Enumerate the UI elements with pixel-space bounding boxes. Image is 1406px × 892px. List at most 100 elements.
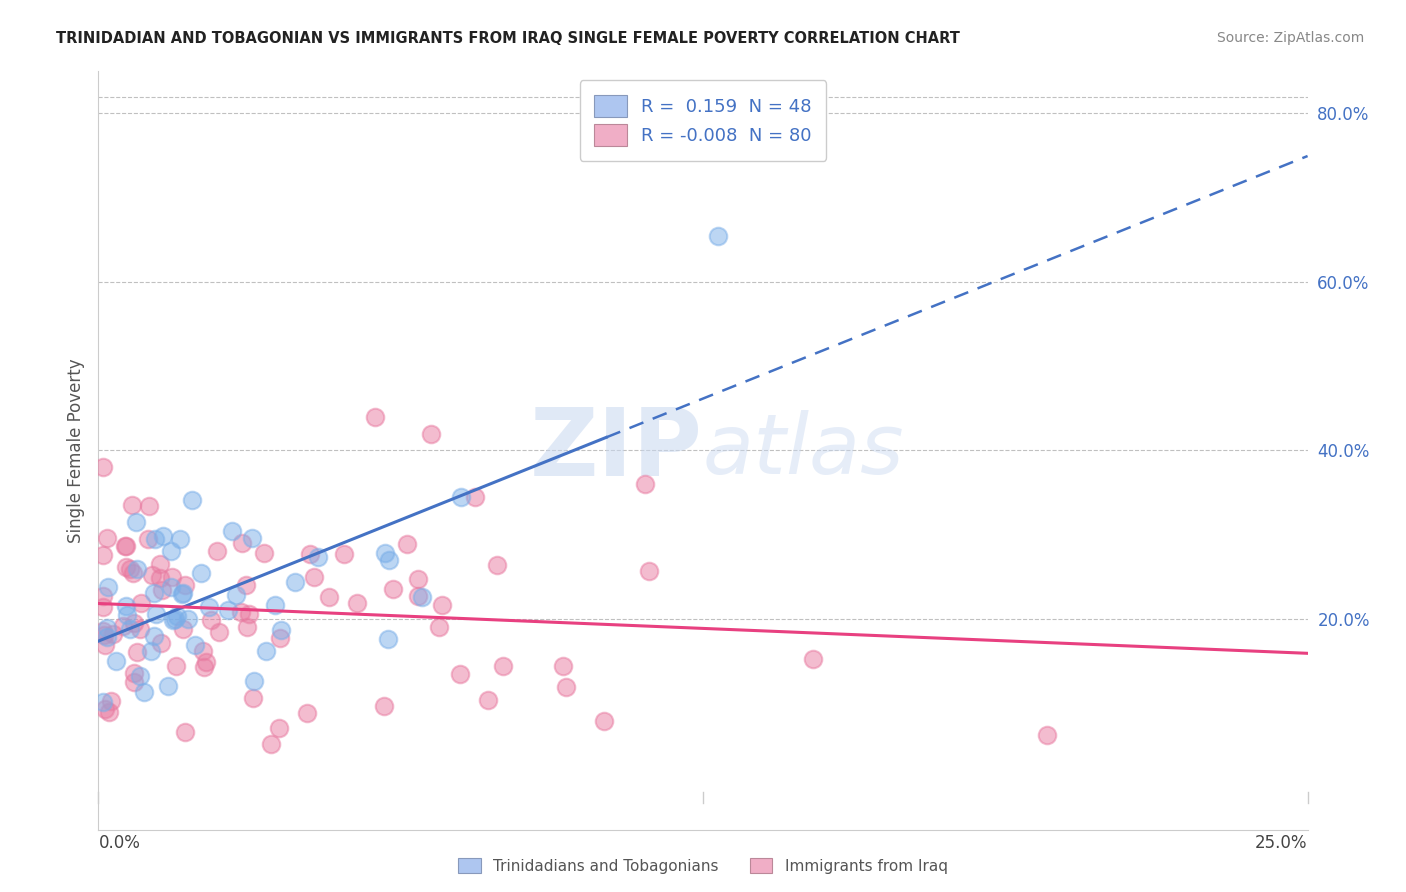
Point [115, 539, 138, 553]
Point [231, 536, 253, 550]
Point [183, 638, 205, 652]
Point [429, 620, 451, 634]
Point [152, 529, 174, 543]
Point [142, 586, 165, 600]
Point [378, 553, 401, 567]
Point [200, 614, 222, 628]
Point [295, 706, 318, 720]
Point [96, 531, 118, 545]
Point [238, 607, 260, 621]
Legend: Trinidadians and Tobagonians, Immigrants from Iraq: Trinidadians and Tobagonians, Immigrants… [453, 852, 953, 880]
Point [193, 644, 215, 658]
Y-axis label: Single Female Poverty: Single Female Poverty [66, 359, 84, 542]
Point [221, 524, 243, 538]
Point [181, 493, 204, 508]
Point [120, 622, 142, 636]
Point [634, 477, 657, 491]
Point [801, 652, 824, 666]
Point [100, 694, 122, 708]
Point [486, 558, 509, 572]
Point [243, 674, 266, 689]
Point [160, 544, 183, 558]
Point [304, 570, 326, 584]
Text: ZIP: ZIP [530, 404, 703, 497]
Legend: R =  0.159  N = 48, R = -0.008  N = 80: R = 0.159 N = 48, R = -0.008 N = 80 [579, 80, 827, 161]
Point [128, 669, 150, 683]
Point [225, 588, 247, 602]
Point [333, 548, 356, 562]
Point [198, 600, 221, 615]
Point [450, 491, 472, 505]
Point [477, 692, 499, 706]
Point [157, 679, 180, 693]
Point [395, 537, 418, 551]
Point [637, 564, 659, 578]
Point [374, 546, 396, 560]
Point [492, 659, 515, 673]
Point [254, 644, 277, 658]
Point [264, 598, 287, 612]
Point [240, 531, 263, 545]
Point [242, 691, 264, 706]
Point [150, 636, 173, 650]
Point [269, 721, 291, 735]
Text: atlas: atlas [703, 410, 904, 491]
Point [93, 628, 115, 642]
Point [143, 532, 166, 546]
Point [411, 591, 433, 605]
Point [217, 602, 239, 616]
Point [143, 629, 166, 643]
Point [554, 680, 576, 694]
Point [373, 698, 395, 713]
Point [166, 608, 188, 623]
Point [706, 228, 728, 243]
Point [1035, 729, 1057, 743]
Point [420, 426, 443, 441]
Point [117, 608, 139, 623]
Point [150, 583, 173, 598]
Point [163, 612, 186, 626]
Point [145, 607, 167, 622]
Point [430, 599, 453, 613]
Point [208, 625, 231, 640]
Point [449, 667, 471, 681]
Point [132, 684, 155, 698]
Point [115, 559, 138, 574]
Point [205, 543, 228, 558]
Point [114, 539, 136, 553]
Point [91, 460, 114, 475]
Text: 25.0%: 25.0% [1256, 834, 1308, 852]
Text: TRINIDADIAN AND TOBAGONIAN VS IMMIGRANTS FROM IRAQ SINGLE FEMALE POVERTY CORRELA: TRINIDADIAN AND TOBAGONIAN VS IMMIGRANTS… [56, 31, 960, 46]
Point [141, 567, 163, 582]
Point [97, 580, 120, 594]
Point [139, 644, 162, 658]
Point [112, 618, 135, 632]
Point [122, 566, 145, 580]
Point [129, 596, 152, 610]
Point [253, 546, 276, 560]
Point [122, 615, 145, 630]
Point [122, 675, 145, 690]
Point [406, 589, 429, 603]
Point [96, 631, 118, 645]
Point [464, 490, 486, 504]
Point [160, 580, 183, 594]
Point [125, 515, 148, 529]
Point [174, 724, 197, 739]
Point [269, 631, 291, 645]
Point [229, 605, 252, 619]
Point [160, 570, 183, 584]
Point [172, 587, 194, 601]
Point [270, 623, 292, 637]
Point [406, 572, 429, 586]
Point [364, 409, 387, 424]
Point [136, 532, 159, 546]
Point [382, 582, 405, 596]
Point [193, 659, 215, 673]
Point [98, 705, 121, 719]
Point [91, 589, 114, 603]
Point [115, 599, 138, 614]
Point [174, 577, 197, 591]
Point [169, 532, 191, 546]
Point [94, 638, 117, 652]
